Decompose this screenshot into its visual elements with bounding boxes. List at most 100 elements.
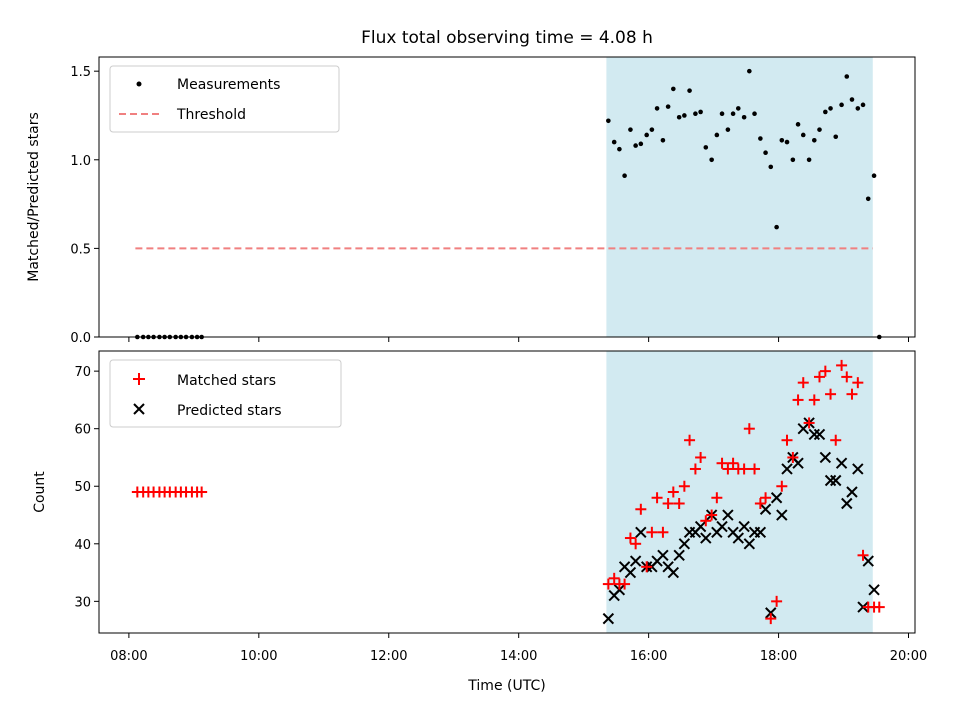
matched-star-point (803, 417, 815, 429)
measurement-point (860, 102, 866, 108)
matched-star-point (727, 457, 739, 469)
y-tick-label: 70 (74, 365, 91, 380)
measurement-point (752, 111, 757, 117)
predicted-star-point (673, 549, 685, 562)
y-tick-label: 0.5 (70, 242, 91, 257)
top-panel: 0.0 0.5 1.0 1.5 Matched/Predicted stars Mea… (26, 56, 916, 346)
matched-star-point (722, 463, 734, 475)
matched-star-point (657, 526, 669, 538)
predicted-star-point (770, 492, 783, 504)
matched-star-point (754, 498, 766, 510)
matched-star-point (716, 457, 728, 469)
measurement-point (725, 127, 731, 132)
predicted-star-point (808, 428, 821, 441)
legend-matched-label: Matched stars (177, 373, 276, 389)
measurement-point (817, 127, 822, 132)
predicted-star-point (846, 486, 858, 498)
predicted-star-point (830, 474, 842, 487)
matched-star-point (797, 377, 809, 389)
predicted-star-point (602, 612, 615, 625)
matched-star-point (635, 503, 647, 515)
matched-star-point (749, 463, 761, 475)
predicted-star-point (743, 538, 756, 550)
measurement-point (617, 146, 622, 152)
measurement-point (606, 118, 611, 124)
matched-star-point (651, 492, 663, 504)
predicted-star-point (765, 607, 777, 619)
predicted-star-point (759, 503, 772, 515)
matched-star-point (602, 578, 614, 590)
matched-star-point (776, 480, 788, 492)
measurement-point (828, 106, 833, 111)
predicted-star-point (835, 457, 848, 469)
matched-star-point (841, 371, 853, 383)
matched-star-point (630, 538, 642, 550)
measurement-point (693, 111, 698, 117)
predicted-star-point (841, 497, 853, 510)
measurement-point (811, 137, 817, 143)
measurement-point (855, 106, 861, 111)
x-tick-label: 14:00 (500, 649, 537, 664)
measurement-point (779, 137, 785, 143)
measurement-point (622, 173, 627, 179)
measurement-point (774, 224, 779, 230)
y-tick-label: 30 (74, 595, 91, 610)
legend-matched-marker (133, 373, 145, 385)
y-tick-label: 50 (74, 480, 91, 495)
x-tick-label: 20:00 (890, 649, 927, 664)
x-tick-label: 10:00 (240, 649, 277, 664)
measurement-point (665, 104, 671, 109)
predicted-star-point (868, 584, 880, 596)
matched-star-point (760, 492, 772, 504)
matched-star-point (836, 359, 848, 371)
predicted-star-point (694, 520, 707, 533)
matched-star-point (771, 595, 783, 607)
matched-star-point (819, 365, 831, 377)
measurement-point (735, 106, 741, 111)
matched-star-point (808, 394, 820, 406)
measurement-point (758, 136, 763, 141)
predicted-star-point (792, 457, 804, 469)
predicted-star-point (667, 566, 680, 579)
predicted-star-point (722, 509, 734, 521)
top-panel-shade (606, 57, 873, 337)
measurement-point (784, 139, 790, 145)
measurement-point (768, 164, 774, 170)
matched-star-point (689, 463, 701, 475)
measurement-point (687, 88, 692, 93)
matched-star-point (667, 486, 679, 498)
measurement-point (682, 113, 687, 118)
legend-threshold-label: Threshold (176, 107, 246, 123)
measurement-point (649, 127, 655, 132)
bottom-panel: 30 40 50 60 70 08:00 10:00 12:00 14:00 16:00 18:0… (32, 350, 927, 694)
matched-star-point (646, 526, 658, 538)
legend-measurements-label: Measurements (177, 77, 280, 93)
predicted-star-point (700, 532, 712, 544)
matched-star-point (792, 394, 804, 406)
matched-star-point (781, 434, 793, 446)
measurement-point (790, 157, 796, 163)
bottom-y-axis-label: Count (32, 471, 48, 513)
measurement-point (833, 134, 839, 140)
y-tick-label: 40 (74, 538, 91, 553)
measurement-point (800, 132, 806, 138)
measurement-point (671, 86, 676, 92)
matched-star-point (813, 371, 825, 383)
matched-star-point (825, 388, 837, 400)
matched-star-point (678, 480, 690, 492)
measurement-point (698, 109, 703, 115)
matched-star-point (743, 423, 755, 435)
y-tick-label: 0.0 (70, 331, 91, 346)
matched-star-point (706, 509, 718, 521)
matched-star-point (873, 601, 885, 613)
matched-star-point (765, 613, 777, 625)
matched-star-point (695, 451, 707, 463)
matched-star-point (641, 561, 653, 573)
y-tick-label: 60 (74, 423, 91, 438)
predicted-star-point (824, 474, 837, 487)
measurement-point (611, 139, 617, 145)
predicted-star-point (754, 526, 767, 538)
measurement-point (644, 132, 649, 138)
measurement-point (795, 122, 801, 127)
